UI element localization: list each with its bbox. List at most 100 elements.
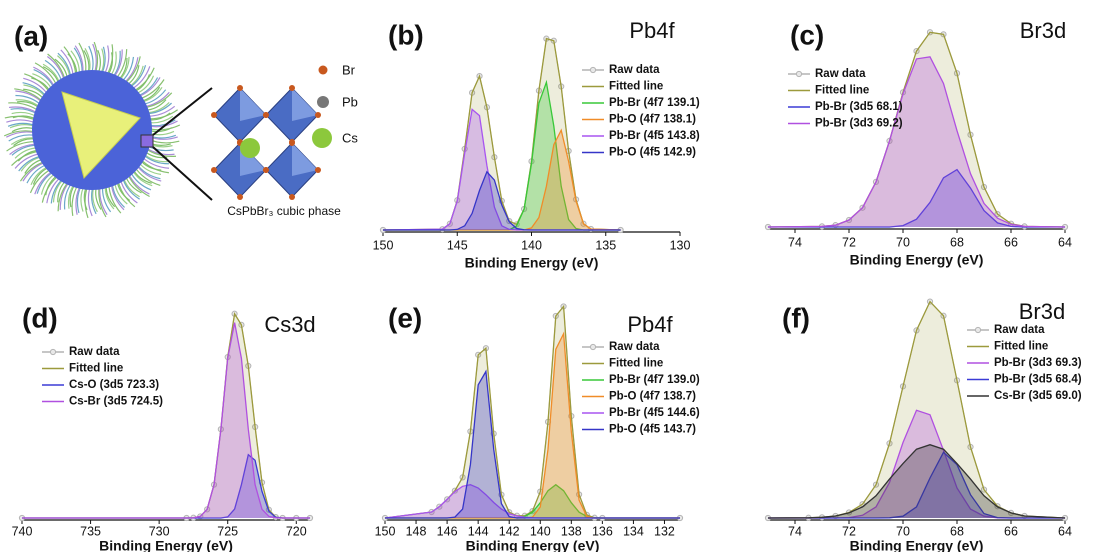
legend-label: Fitted line xyxy=(609,81,663,93)
x-tick-label: 730 xyxy=(149,524,170,538)
chart-title: Br3d xyxy=(1019,299,1065,324)
cs-atom xyxy=(312,128,332,148)
br-atom xyxy=(315,167,321,173)
x-tick-label: 146 xyxy=(437,524,458,538)
legend-label: Raw data xyxy=(69,346,120,358)
br-atom xyxy=(263,112,269,118)
legend-label: Pb-Br (3d3 69.3) xyxy=(994,357,1082,369)
x-tick-label: 140 xyxy=(530,524,551,538)
br-atom xyxy=(315,112,321,118)
x-tick-label: 72 xyxy=(842,235,856,249)
x-tick-label: 66 xyxy=(1004,235,1018,249)
zoom-line xyxy=(152,146,213,201)
legend-label: Raw data xyxy=(815,68,866,80)
legend-marker xyxy=(974,326,982,334)
cs-atom xyxy=(240,138,260,158)
panel-label: (f) xyxy=(782,302,810,333)
legend-label: Fitted line xyxy=(609,358,663,370)
component-peak xyxy=(22,453,310,519)
x-tick-label: 136 xyxy=(592,524,613,538)
x-tick-label: 148 xyxy=(406,524,427,538)
x-tick-label: 138 xyxy=(561,524,582,538)
chart-panel: (c) Br3d 74 72 70 68 66 64 Binding Energy (eV) Ra… xyxy=(764,18,1072,268)
octahedron-face xyxy=(292,143,318,176)
legend-label: Pb-Br (3d3 69.2) xyxy=(815,118,903,130)
chart-panel: (d) Cs3d 740 735 730 725 720 Binding Energy (eV… xyxy=(12,302,316,553)
legend-label: Fitted line xyxy=(815,85,869,97)
chart-panel: (b) Pb4f 150 145 140 135 130 Binding Energy (eV… xyxy=(373,18,700,271)
x-tick-label: 735 xyxy=(80,524,101,538)
x-tick-label: 66 xyxy=(1004,524,1018,538)
br-atom xyxy=(289,194,295,200)
x-axis-title: Binding Energy (eV) xyxy=(850,538,984,552)
panel-label: (b) xyxy=(388,19,424,50)
octahedron-face xyxy=(240,88,266,121)
x-tick-label: 150 xyxy=(373,238,394,252)
component-peak xyxy=(22,322,310,519)
x-tick-label: 68 xyxy=(950,524,964,538)
component-peak xyxy=(767,444,1066,519)
x-tick-label: 64 xyxy=(1058,524,1072,538)
chart-panel: (e) Pb4f 150 148 146 144 142 140 138 136 134 132 Bin… xyxy=(375,302,700,553)
legend-label: Cs-Br (3d5 724.5) xyxy=(69,396,163,408)
chart-title: Pb4f xyxy=(629,18,675,43)
component-peak xyxy=(768,451,1065,519)
br-atom xyxy=(237,194,243,200)
br-atom xyxy=(237,85,243,91)
x-tick-label: 144 xyxy=(468,524,489,538)
legend-label: Raw data xyxy=(994,324,1045,336)
fitted-line xyxy=(382,37,621,231)
legend-marker xyxy=(795,70,803,78)
legend-label: Pb-O (4f7 138.1) xyxy=(609,114,696,126)
x-axis-title: Binding Energy (eV) xyxy=(466,538,600,552)
legend-text: Cs xyxy=(342,130,358,145)
core xyxy=(61,91,141,180)
legend-label: Pb-O (4f5 143.7) xyxy=(609,424,696,436)
component-peak xyxy=(767,56,1066,228)
br-atom xyxy=(211,112,217,118)
chart-panel: (f) Br3d 74 72 70 68 66 64 Binding Energy (eV) Ra… xyxy=(764,298,1082,554)
panel-a: (a) Br Pb Cs CsPbBr₃ cubic phase xyxy=(3,20,358,218)
ligand xyxy=(115,49,128,80)
x-tick-label: 134 xyxy=(623,524,644,538)
x-tick-label: 150 xyxy=(375,524,396,538)
x-tick-label: 70 xyxy=(896,524,910,538)
chart-title: Pb4f xyxy=(627,312,673,337)
x-tick-label: 140 xyxy=(521,238,542,252)
legend-label: Fitted line xyxy=(994,341,1048,353)
legend-label: Pb-Br (3d5 68.4) xyxy=(994,374,1082,386)
x-tick-label: 64 xyxy=(1058,235,1072,249)
octahedron-face xyxy=(292,88,318,121)
zoom-box xyxy=(140,134,154,148)
panel-label: (c) xyxy=(790,19,824,50)
ligand xyxy=(6,119,37,124)
x-axis-title: Binding Energy (eV) xyxy=(465,255,599,271)
chart-title: Cs3d xyxy=(264,312,315,337)
x-tick-label: 720 xyxy=(286,524,307,538)
legend-label: Cs-O (3d5 723.3) xyxy=(69,379,159,391)
x-tick-label: 132 xyxy=(654,524,675,538)
legend-label: Raw data xyxy=(609,341,660,353)
component-peak xyxy=(383,170,621,231)
legend-label: Pb-O (4f7 138.7) xyxy=(609,391,696,403)
x-tick-label: 74 xyxy=(788,524,802,538)
x-tick-label: 70 xyxy=(896,235,910,249)
br-atom xyxy=(318,65,328,75)
legend-marker xyxy=(589,66,597,74)
br-atom xyxy=(289,85,295,91)
panel-label: (e) xyxy=(388,302,422,333)
x-tick-label: 68 xyxy=(950,235,964,249)
x-tick-label: 145 xyxy=(447,238,468,252)
x-tick-label: 142 xyxy=(499,524,520,538)
x-axis-title: Binding Energy (eV) xyxy=(850,252,984,268)
component-peak xyxy=(768,168,1065,228)
raw-line xyxy=(22,312,310,519)
x-tick-label: 740 xyxy=(12,524,33,538)
chart-title: Br3d xyxy=(1020,18,1066,43)
legend-text: Pb xyxy=(342,94,358,109)
x-axis-title: Binding Energy (eV) xyxy=(99,538,233,552)
legend-label: Pb-O (4f5 142.9) xyxy=(609,147,696,159)
pb-atom xyxy=(317,96,329,108)
legend-marker xyxy=(589,343,597,351)
